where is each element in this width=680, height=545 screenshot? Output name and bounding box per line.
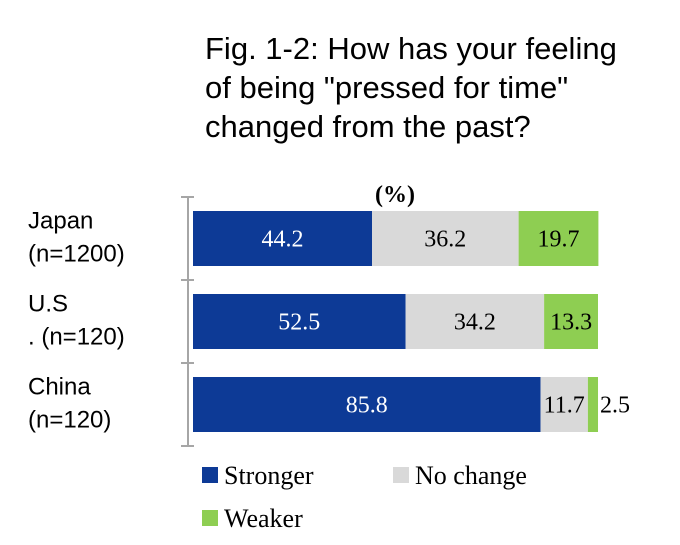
data-label: 34.2 bbox=[454, 310, 496, 336]
bar-no-change bbox=[372, 211, 519, 266]
bar-stronger bbox=[193, 377, 541, 432]
category-labels: Japan (n=1200) U.S . (n=120) China (n=120) bbox=[28, 208, 125, 434]
category-label: U.S bbox=[28, 291, 68, 318]
title-line-2: of being "pressed for time" bbox=[205, 70, 568, 105]
data-label: 2.5 bbox=[600, 393, 630, 419]
bar-weaker bbox=[544, 294, 598, 349]
legend: Stronger No change Weaker bbox=[202, 461, 527, 533]
category-label: Japan bbox=[28, 208, 93, 235]
category-axis bbox=[181, 196, 194, 447]
data-label: 85.8 bbox=[346, 393, 388, 419]
bar-stronger bbox=[193, 294, 406, 349]
bars-group: 44.2 36.2 19.7 52.5 34.2 13.3 85.8 11.7 2.5 bbox=[193, 211, 630, 432]
bar-weaker bbox=[587, 377, 599, 432]
chart-title: Fig. 1-2: How has your feeling of being … bbox=[205, 31, 617, 144]
category-label: . (n=120) bbox=[28, 324, 125, 351]
bar-stronger bbox=[193, 211, 373, 266]
data-label: 52.5 bbox=[278, 310, 320, 336]
data-label: 11.7 bbox=[544, 393, 585, 419]
legend-swatch-weaker bbox=[202, 510, 218, 526]
data-label: 44.2 bbox=[262, 227, 304, 253]
unit-label: (%) bbox=[375, 182, 415, 208]
legend-swatch-no-change bbox=[393, 467, 409, 483]
category-label: (n=120) bbox=[28, 407, 111, 434]
data-label: 13.3 bbox=[550, 310, 592, 336]
legend-label: Weaker bbox=[224, 504, 303, 533]
bar-weaker bbox=[518, 211, 599, 266]
category-label: (n=1200) bbox=[28, 241, 125, 268]
category-label: China bbox=[28, 374, 91, 401]
data-label: 36.2 bbox=[424, 227, 466, 253]
bar-no-change bbox=[405, 294, 545, 349]
legend-label: Stronger bbox=[224, 461, 314, 490]
title-line-3: changed from the past? bbox=[205, 109, 531, 144]
legend-swatch-stronger bbox=[202, 467, 218, 483]
title-line-1: Fig. 1-2: How has your feeling bbox=[205, 31, 617, 66]
bar-no-change bbox=[540, 377, 588, 432]
data-label: 19.7 bbox=[538, 227, 580, 253]
legend-label: No change bbox=[415, 461, 527, 490]
